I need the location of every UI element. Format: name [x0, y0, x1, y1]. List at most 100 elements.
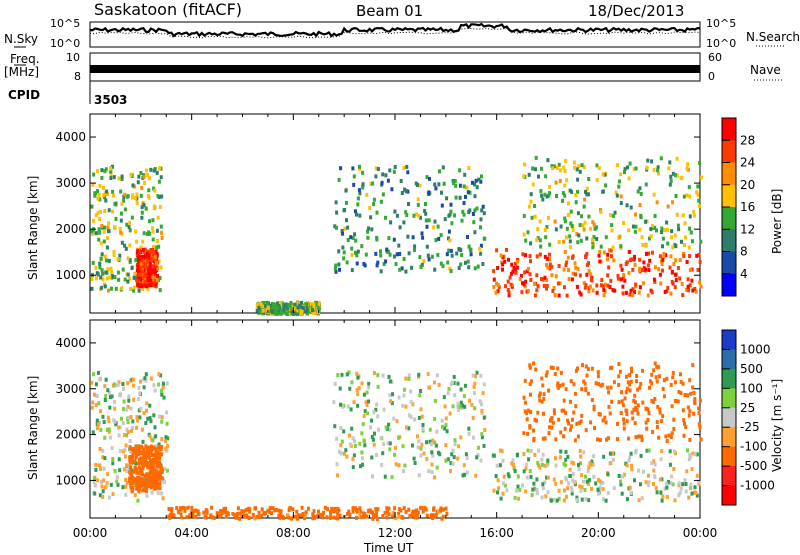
power-cell-5 [523, 162, 527, 167]
power-cell-5 [676, 223, 680, 228]
velocity-cell-1 [133, 477, 137, 482]
velocity-cell-5 [547, 388, 551, 393]
velocity-cell-2 [242, 513, 246, 518]
velocity-cell-2 [420, 506, 423, 511]
power-cell-0 [131, 193, 135, 198]
power-cell-4 [496, 266, 500, 270]
velocity-cell-2 [260, 507, 264, 512]
velocity-cell-3 [440, 418, 444, 423]
power-cell-5 [691, 239, 694, 244]
velocity-cell-2 [371, 512, 375, 517]
velocity-cell-4 [580, 473, 584, 477]
velocity-cell-2 [404, 510, 408, 514]
power-cell-5 [534, 167, 537, 172]
power-cell-3 [351, 166, 355, 171]
velocity-cell-5 [528, 424, 532, 429]
velocity-cell-5 [657, 365, 661, 370]
power-cell-5 [697, 198, 701, 203]
velocity-cell-3 [459, 435, 463, 440]
power-cell-1 [145, 259, 149, 264]
velocity-cell-0 [153, 425, 157, 430]
velocity-cell-5 [693, 400, 697, 404]
velocity-cell-3 [407, 426, 411, 431]
velocity-cell-5 [634, 400, 637, 405]
velocity-cell-2 [271, 506, 275, 511]
velocity-cell-1 [128, 458, 132, 462]
power-cell-3 [463, 172, 467, 177]
velocity-cell-1 [150, 453, 154, 457]
velocity-cell-5 [584, 364, 588, 369]
power-cell-0 [146, 287, 150, 292]
velocity-cell-3 [370, 455, 374, 460]
power-cell-0 [109, 166, 113, 171]
velocity-cell-4 [601, 497, 605, 502]
velocity-cell-1 [142, 447, 146, 452]
velocity-cell-0 [161, 385, 165, 390]
velocity-cell-2 [167, 514, 171, 519]
velocity-cell-4 [513, 469, 517, 474]
power-cell-0 [92, 172, 96, 177]
velocity-cell-0 [142, 411, 146, 416]
noise-axis-bottom-left: 10^0 [50, 37, 81, 50]
velocity-cell-4 [585, 479, 589, 484]
power-cell-0 [129, 287, 133, 291]
power-cell-0 [94, 213, 98, 218]
velocity-cell-5 [669, 435, 673, 440]
power-cell-3 [374, 251, 378, 256]
power-cell-5 [626, 165, 629, 170]
power-cell-3 [479, 251, 483, 256]
velocity-cell-0 [125, 407, 129, 412]
velocity-cell-5 [583, 381, 587, 386]
power-cell-4 [528, 254, 532, 259]
power-cell-5 [544, 235, 548, 240]
power-cell-3 [343, 208, 347, 212]
velocity-cell-5 [631, 416, 635, 421]
velocity-cell-2 [179, 511, 183, 516]
velocity-cell-4 [575, 498, 579, 503]
power-cell-5 [675, 212, 679, 217]
power-cell-3 [440, 203, 444, 208]
velocity-cell-3 [348, 386, 352, 391]
power-cell-2 [284, 311, 288, 316]
velocity-cell-3 [356, 375, 360, 380]
velocity-cell-3 [430, 470, 434, 475]
velocity-cell-0 [165, 468, 169, 473]
power-cell-5 [526, 230, 530, 235]
power-cell-5 [679, 175, 683, 180]
velocity-cell-2 [300, 505, 304, 510]
power-cell-0 [135, 239, 139, 244]
velocity-cell-5 [692, 411, 696, 416]
velocity-cell-5 [633, 393, 637, 398]
velocity-cell-4 [579, 488, 583, 493]
velocity-cell-1 [151, 482, 155, 487]
velocity-cell-5 [556, 381, 560, 386]
power-cell-3 [386, 178, 390, 183]
power-cell-4 [673, 285, 677, 290]
power-cell-2 [313, 311, 317, 316]
velocity-cell-4 [578, 448, 582, 453]
velocity-cell-5 [541, 436, 545, 441]
velocity-cell-1 [135, 486, 139, 491]
velocity-cell-4 [552, 477, 556, 482]
power-cell-3 [365, 192, 369, 197]
power-cell-1 [149, 271, 153, 276]
velocity-cell-0 [92, 372, 95, 377]
power-cell-4 [538, 252, 542, 257]
velocity-cell-2 [394, 516, 398, 521]
velocity-cell-2 [371, 516, 375, 521]
velocity-cell-1 [148, 465, 152, 470]
velocity-cell-3 [446, 457, 450, 462]
velocity-cell-3 [380, 463, 384, 467]
velocity-cell-3 [351, 456, 355, 461]
power-cell-2 [300, 300, 303, 305]
velocity-cell-4 [562, 462, 566, 466]
velocity-cell-3 [413, 461, 417, 465]
velocity-cell-0 [107, 419, 111, 424]
velocity-cell-5 [545, 370, 549, 375]
power-cell-1 [142, 283, 146, 288]
power-cell-0 [94, 265, 98, 270]
power-cell-4 [515, 265, 519, 270]
velocity-cell-5 [529, 379, 533, 384]
velocity-cell-0 [103, 398, 107, 402]
power-cell-4 [587, 269, 591, 274]
